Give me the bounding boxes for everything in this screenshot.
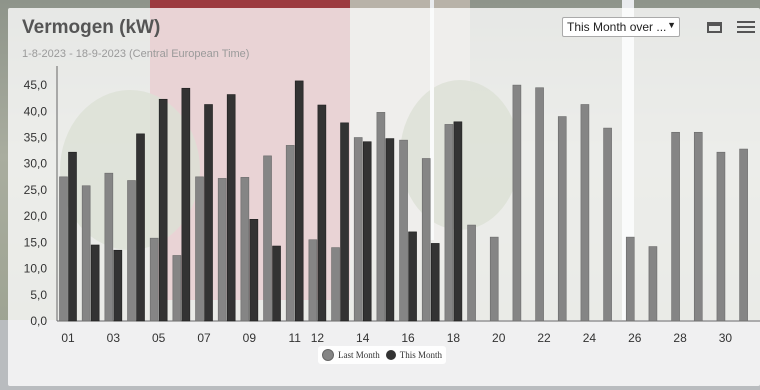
bar-this-month[interactable] — [68, 151, 77, 322]
bar-last-month[interactable] — [580, 104, 590, 322]
chart-legend: Last Month This Month — [318, 346, 447, 364]
x-tick-label: 20 — [492, 331, 506, 345]
bar-last-month[interactable] — [603, 127, 612, 322]
bar-last-month[interactable] — [127, 180, 136, 322]
x-tick-label: 09 — [243, 331, 257, 345]
bar-last-month[interactable] — [353, 137, 363, 322]
legend-last-month-label[interactable]: Last Month — [338, 350, 380, 360]
y-tick-label: 0,0 — [30, 314, 47, 328]
bar-last-month[interactable] — [421, 158, 431, 322]
bar-this-month[interactable] — [408, 231, 417, 322]
bar-last-month[interactable] — [285, 145, 295, 322]
chart-title: Vermogen (kW) — [22, 17, 161, 38]
x-tick-label: 18 — [447, 331, 461, 345]
bar-this-month[interactable] — [385, 138, 395, 322]
bar-last-month[interactable] — [557, 116, 567, 322]
legend-last-month-swatch[interactable] — [322, 349, 334, 361]
bar-last-month[interactable] — [149, 237, 159, 322]
x-tick-label: 03 — [107, 331, 121, 345]
bars-group — [59, 80, 748, 322]
bar-last-month[interactable] — [376, 112, 386, 322]
y-tick-label: 10,0 — [24, 262, 48, 276]
bar-last-month[interactable] — [172, 255, 182, 322]
x-tick-label: 16 — [401, 331, 415, 345]
bar-this-month[interactable] — [226, 94, 236, 322]
bar-last-month[interactable] — [739, 148, 748, 322]
x-tick-label: 26 — [628, 331, 642, 345]
bar-last-month[interactable] — [59, 176, 68, 322]
bar-this-month[interactable] — [430, 243, 440, 322]
hamburger-menu-icon[interactable] — [737, 21, 755, 35]
bar-last-month[interactable] — [512, 84, 522, 322]
x-tick-label: 07 — [197, 331, 211, 345]
bar-last-month[interactable] — [104, 172, 114, 322]
legend-this-month-swatch[interactable] — [385, 350, 396, 360]
bar-this-month[interactable] — [113, 249, 123, 322]
bar-last-month[interactable] — [81, 185, 91, 322]
x-tick-label: 22 — [537, 331, 551, 345]
chart-subtitle: 1-8-2023 - 18-9-2023 (Central European T… — [22, 48, 250, 60]
x-tick-label: 01 — [61, 331, 75, 345]
bar-this-month[interactable] — [453, 121, 463, 322]
bar-this-month[interactable] — [90, 244, 100, 322]
bar-last-month[interactable] — [217, 178, 227, 322]
bar-this-month[interactable] — [340, 122, 349, 322]
x-tick-label: 24 — [583, 331, 597, 345]
y-tick-label: 25,0 — [24, 183, 48, 197]
bar-this-month[interactable] — [136, 133, 145, 322]
y-tick-label: 5,0 — [30, 288, 47, 302]
period-select[interactable]: This Month over ... ▼ — [562, 17, 680, 37]
bar-last-month[interactable] — [535, 87, 544, 322]
x-tick-label: 14 — [356, 331, 370, 345]
bar-last-month[interactable] — [693, 131, 703, 322]
bar-last-month[interactable] — [263, 155, 272, 322]
bar-this-month[interactable] — [272, 245, 281, 322]
y-tick-label: 45,0 — [24, 78, 48, 92]
window-icon[interactable] — [707, 22, 722, 33]
bar-last-month[interactable] — [625, 236, 635, 322]
x-tick-label: 28 — [673, 331, 687, 345]
bar-last-month[interactable] — [716, 151, 726, 322]
bar-last-month[interactable] — [671, 131, 680, 322]
bar-this-month[interactable] — [294, 80, 304, 322]
x-tick-label: 30 — [719, 331, 733, 345]
bar-this-month[interactable] — [204, 104, 213, 322]
bar-this-month[interactable] — [317, 104, 327, 322]
bar-last-month[interactable] — [399, 139, 408, 322]
bar-last-month[interactable] — [195, 176, 204, 322]
y-tick-label: 30,0 — [24, 157, 48, 171]
bar-this-month[interactable] — [249, 219, 259, 322]
x-axis: 01 03 05 07 09 11 12 14 16 18 20 22 24 26 28 30 — [57, 320, 760, 345]
bar-last-month[interactable] — [331, 247, 340, 322]
x-tick-label: 12 — [311, 331, 325, 345]
x-tick-label: 11 — [288, 331, 301, 345]
bar-last-month[interactable] — [308, 239, 318, 322]
bar-last-month[interactable] — [444, 124, 454, 322]
bar-this-month[interactable] — [181, 87, 191, 322]
y-tick-label: 15,0 — [24, 235, 48, 249]
bar-last-month[interactable] — [467, 224, 476, 322]
x-tick-label: 05 — [152, 331, 166, 345]
y-tick-label: 35,0 — [24, 131, 48, 145]
y-axis: 0,0 5,0 10,0 15,0 20,0 25,0 30,0 35,0 40,0 45,0 — [24, 66, 58, 328]
chevron-down-icon: ▼ — [667, 20, 676, 30]
bar-this-month[interactable] — [158, 98, 168, 322]
period-select-value: This Month over ... — [567, 20, 667, 34]
bar-last-month[interactable] — [648, 246, 658, 322]
legend-this-month-label[interactable]: This Month — [399, 350, 443, 360]
bar-last-month[interactable] — [489, 236, 499, 322]
y-tick-label: 40,0 — [24, 104, 48, 118]
bar-this-month[interactable] — [362, 141, 372, 322]
y-tick-label: 20,0 — [24, 209, 48, 223]
bar-last-month[interactable] — [240, 177, 250, 322]
